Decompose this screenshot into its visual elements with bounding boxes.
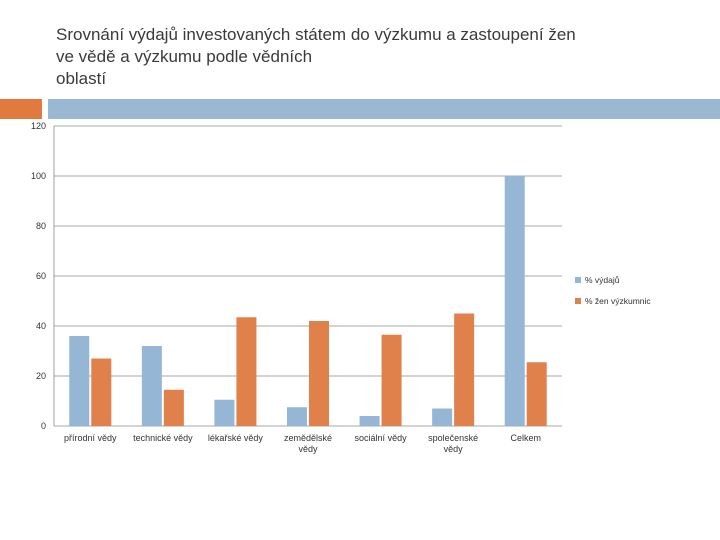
x-tick-label-3: zemědělské vědy xyxy=(284,433,332,454)
bar-chart: 0 20 40 60 80 100 120 přírodní vědy technické vě… xyxy=(31,121,562,454)
y-tick-label-0: 0 xyxy=(41,421,46,431)
y-tick-label-5: 100 xyxy=(31,171,46,181)
x-tick-label-0: přírodní vědy xyxy=(64,433,117,443)
accent-bar-blue xyxy=(48,99,720,119)
slide-title-line-1: Srovnání výdajů investovaných státem do … xyxy=(56,25,576,44)
bar-series-1-1 xyxy=(141,346,162,426)
bar-series-2-4 xyxy=(381,334,402,426)
bar-series-2-5 xyxy=(454,313,475,426)
bar-series-1-3 xyxy=(287,407,307,426)
x-tick-label-5: společenské vědy xyxy=(428,433,478,454)
y-tick-label-4: 80 xyxy=(36,221,46,231)
bar-series-1-0 xyxy=(69,336,90,426)
x-tick-label-1: technické vědy xyxy=(133,433,193,443)
legend-swatch-series-2 xyxy=(575,298,581,304)
x-tick-label-2: lékařské vědy xyxy=(208,433,264,443)
x-tick-label-4: sociální vědy xyxy=(355,433,408,443)
bar-series-2-3 xyxy=(309,321,329,426)
y-tick-label-6: 120 xyxy=(31,121,46,131)
y-tick-label-3: 60 xyxy=(36,271,46,281)
bar-series-1-6 xyxy=(504,176,525,426)
legend-label-series-1: % výdajů xyxy=(585,275,620,285)
legend-swatch-series-1 xyxy=(575,277,581,283)
legend-item-series-2: % žen výzkumnic xyxy=(575,295,651,307)
chart-legend: % výdajů % žen výzkumnic xyxy=(575,274,651,316)
bar-series-2-6 xyxy=(526,362,547,426)
slide-title-line-3: oblastí xyxy=(56,69,107,88)
bar-series-2-2 xyxy=(236,317,257,426)
y-tick-label-2: 40 xyxy=(36,321,46,331)
slide-title: Srovnání výdajů investovaných státem do … xyxy=(56,24,696,90)
bar-series-1-5 xyxy=(432,408,453,426)
bar-series-1-4 xyxy=(359,416,380,426)
bar-series-2-1 xyxy=(163,389,184,426)
slide-title-line-2: ve vědě a výzkumu podle vědních xyxy=(56,47,313,66)
legend-label-series-2: % žen výzkumnic xyxy=(585,296,651,306)
bar-series-2-0 xyxy=(91,358,112,426)
x-tick-label-6: Celkem xyxy=(510,433,541,443)
bar-series-1-2 xyxy=(214,399,235,426)
accent-bar-orange xyxy=(0,99,42,119)
legend-item-series-1: % výdajů xyxy=(575,274,651,286)
y-tick-label-1: 20 xyxy=(36,371,46,381)
